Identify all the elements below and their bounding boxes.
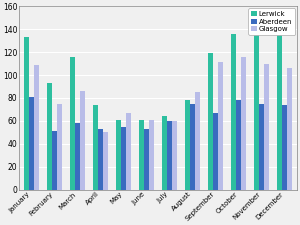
Bar [121,126,126,189]
Bar [98,129,103,189]
Bar [287,68,292,189]
Bar [254,26,259,189]
Bar [264,63,269,189]
Bar [213,113,218,189]
Bar [195,92,200,189]
Bar [218,62,223,189]
Bar [29,97,34,189]
Bar [34,65,39,189]
Bar [47,83,52,189]
Bar [241,57,246,189]
Bar [80,91,85,189]
Bar [259,104,264,189]
Bar [116,120,121,189]
Bar [277,25,282,189]
Bar [93,105,98,189]
Bar [139,120,144,189]
Bar [75,123,80,189]
Bar [149,120,154,189]
Bar [208,53,213,189]
Bar [103,132,108,189]
Bar [167,121,172,189]
Bar [52,131,57,189]
Bar [282,105,287,189]
Bar [70,57,75,189]
Bar [126,113,131,189]
Bar [24,37,29,189]
Bar [172,121,177,189]
Bar [162,116,167,189]
Bar [144,129,149,189]
Bar [236,100,241,189]
Bar [190,104,195,189]
Bar [57,104,62,189]
Legend: Lerwick, Aberdeen, Glasgow: Lerwick, Aberdeen, Glasgow [248,8,295,35]
Bar [185,100,190,189]
Bar [231,34,236,189]
